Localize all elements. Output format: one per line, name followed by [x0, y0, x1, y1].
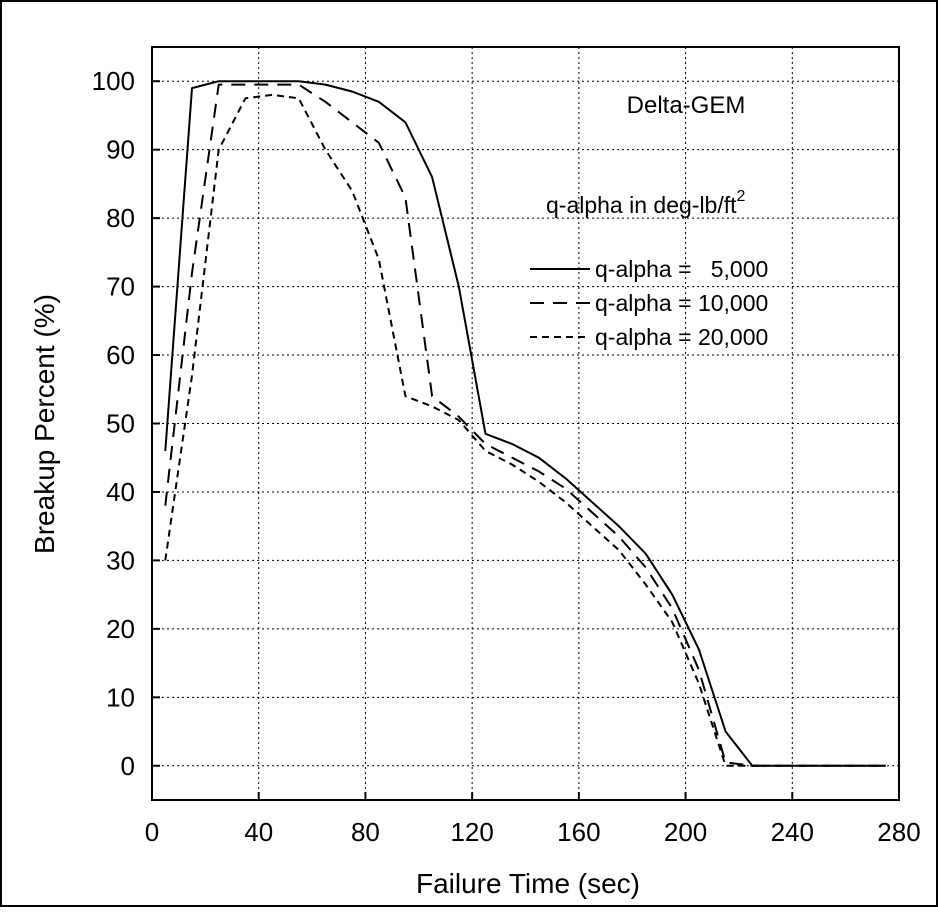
x-axis-title: Failure Time (sec) [416, 868, 640, 899]
legend-title-text: q-alpha in deg-lb/ft [546, 192, 737, 218]
legend-title: q-alpha in deg-lb/ft2 [546, 188, 746, 218]
x-tick-label: 120 [450, 817, 493, 847]
y-axis-title: Breakup Percent (%) [29, 294, 60, 554]
x-tick-label: 280 [877, 817, 920, 847]
y-axis-ticks: 0 10 20 30 40 50 60 70 80 90 100 [92, 66, 160, 781]
y-tick-label: 0 [121, 751, 135, 781]
x-tick-label: 40 [244, 817, 273, 847]
y-tick-label: 70 [106, 272, 135, 302]
x-tick-label: 80 [351, 817, 380, 847]
annotation-label: Delta-GEM [627, 92, 746, 119]
legend-label-5000: q-alpha = 5,000 [595, 256, 768, 282]
series-layer [164, 80, 886, 767]
x-tick-label: 0 [145, 817, 159, 847]
x-tick-label: 200 [664, 817, 707, 847]
x-tick-label: 240 [771, 817, 814, 847]
legend-title-superscript: 2 [737, 188, 746, 205]
y-tick-label: 30 [106, 545, 135, 575]
x-axis-ticks: 0 40 80 120 160 200 240 280 [145, 792, 921, 847]
grid-lines [151, 47, 900, 800]
legend-label-10000: q-alpha = 10,000 [595, 290, 768, 316]
y-tick-label: 100 [92, 66, 135, 96]
y-tick-label: 20 [106, 614, 135, 644]
y-tick-label: 90 [106, 135, 135, 165]
y-tick-label: 80 [106, 203, 135, 233]
series-line-3 [164, 93, 886, 767]
x-tick-label: 160 [557, 817, 600, 847]
plot-area [151, 46, 900, 801]
y-tick-label: 10 [106, 682, 135, 712]
legend-label-20000: q-alpha = 20,000 [595, 324, 768, 350]
y-tick-label: 60 [106, 340, 135, 370]
y-tick-label: 50 [106, 409, 135, 439]
series-line-2 [164, 83, 886, 767]
legend: q-alpha = 5,000 q-alpha = 10,000 q-alpha… [530, 256, 768, 350]
y-tick-label: 40 [106, 477, 135, 507]
